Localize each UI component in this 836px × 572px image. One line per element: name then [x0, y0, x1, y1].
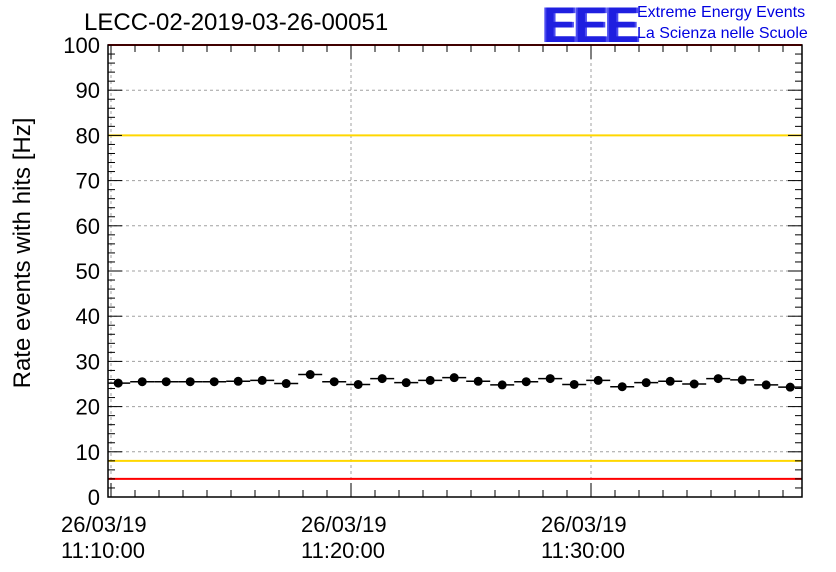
data-point [113, 378, 123, 388]
data-point [209, 377, 219, 387]
data-point [569, 379, 579, 389]
logo-subtitle-line1: Extreme Energy Events [637, 4, 806, 21]
logo-subtitle-line2: La Scienza nelle Scuole [637, 25, 808, 42]
x-tick-label-date: 26/03/19 [61, 512, 147, 537]
x-tick-label-date: 26/03/19 [541, 512, 627, 537]
data-point [377, 374, 387, 384]
data-point [233, 376, 243, 386]
data-point [737, 375, 747, 385]
x-tick-label-time: 11:30:00 [541, 538, 625, 563]
data-point [281, 379, 291, 389]
data-point [329, 377, 339, 387]
data-point [449, 373, 459, 383]
data-point [305, 370, 315, 380]
data-point [161, 377, 171, 387]
y-tick-label: 30 [76, 349, 100, 374]
y-tick-label: 50 [76, 259, 100, 284]
y-tick-label: 90 [76, 78, 100, 103]
x-tick-label-time: 11:20:00 [301, 538, 385, 563]
data-point [785, 382, 795, 392]
y-tick-label: 80 [76, 123, 100, 148]
data-point [545, 374, 555, 384]
y-tick-label: 40 [76, 304, 100, 329]
data-point [473, 376, 483, 386]
chart-title: LECC-02-2019-03-26-00051 [84, 9, 389, 36]
y-tick-label: 10 [76, 440, 100, 465]
data-point [761, 380, 771, 390]
data-point [617, 382, 627, 392]
y-tick-label: 100 [63, 33, 100, 58]
x-tick-label-date: 26/03/19 [301, 512, 387, 537]
data-point [713, 374, 723, 384]
data-point [689, 379, 699, 389]
data-point [665, 376, 675, 386]
data-point [497, 380, 507, 390]
data-point [257, 375, 267, 385]
y-axis-label: Rate events with hits [Hz] [9, 118, 36, 389]
data-point [137, 377, 147, 387]
data-point [185, 377, 195, 387]
y-tick-label: 70 [76, 169, 100, 194]
eee-logo: EEE [543, 0, 639, 53]
x-tick-label-time: 11:10:00 [61, 538, 145, 563]
data-point [641, 378, 651, 388]
y-tick-label: 20 [76, 395, 100, 420]
data-point [425, 375, 435, 385]
y-tick-label: 0 [88, 485, 100, 510]
data-point [401, 378, 411, 388]
y-tick-label: 60 [76, 214, 100, 239]
data-point [521, 377, 531, 387]
data-point [593, 375, 603, 385]
data-point [353, 379, 363, 389]
